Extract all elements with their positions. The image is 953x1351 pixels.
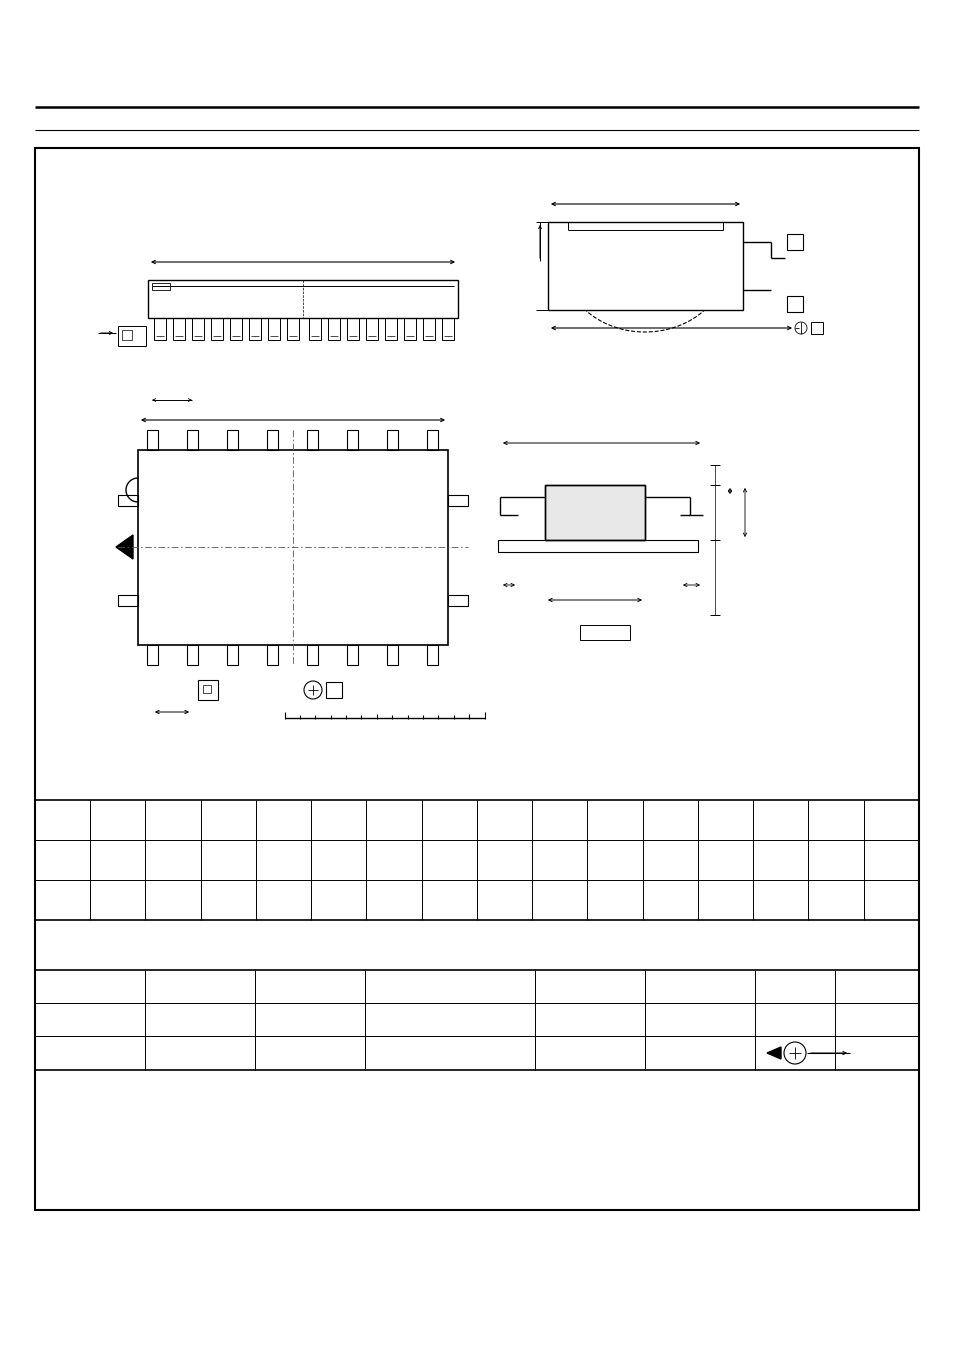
- Bar: [227, 644, 237, 665]
- Bar: [230, 317, 242, 340]
- Bar: [287, 317, 298, 340]
- Bar: [385, 317, 396, 340]
- Bar: [147, 430, 158, 450]
- Bar: [122, 330, 132, 340]
- Bar: [448, 494, 468, 507]
- Bar: [387, 430, 397, 450]
- Bar: [427, 430, 437, 450]
- Bar: [328, 317, 339, 340]
- Polygon shape: [116, 535, 132, 559]
- Bar: [307, 644, 317, 665]
- Bar: [497, 540, 698, 553]
- Bar: [347, 430, 357, 450]
- Bar: [192, 317, 204, 340]
- Bar: [153, 317, 166, 340]
- Bar: [786, 296, 802, 312]
- Bar: [786, 234, 802, 250]
- Bar: [403, 317, 416, 340]
- Bar: [187, 430, 198, 450]
- Bar: [422, 317, 435, 340]
- Bar: [118, 494, 138, 507]
- Bar: [810, 322, 822, 334]
- Bar: [347, 644, 357, 665]
- Bar: [187, 644, 198, 665]
- Bar: [35, 970, 918, 1070]
- Bar: [172, 317, 185, 340]
- Bar: [267, 430, 277, 450]
- Bar: [203, 685, 211, 693]
- Bar: [544, 485, 644, 540]
- Bar: [35, 149, 918, 1210]
- Bar: [387, 644, 397, 665]
- Bar: [267, 644, 277, 665]
- Bar: [152, 282, 170, 290]
- Bar: [227, 430, 237, 450]
- Bar: [198, 680, 218, 700]
- Bar: [249, 317, 261, 340]
- Bar: [347, 317, 358, 340]
- Bar: [268, 317, 280, 340]
- Bar: [441, 317, 454, 340]
- Bar: [448, 594, 468, 607]
- Bar: [544, 485, 644, 540]
- Bar: [138, 450, 448, 644]
- Bar: [427, 644, 437, 665]
- Bar: [118, 326, 146, 346]
- Bar: [366, 317, 377, 340]
- Bar: [326, 682, 341, 698]
- Bar: [579, 626, 629, 640]
- Bar: [307, 430, 317, 450]
- Bar: [147, 644, 158, 665]
- Bar: [547, 222, 742, 309]
- Polygon shape: [766, 1047, 781, 1059]
- Bar: [148, 280, 457, 317]
- Bar: [309, 317, 320, 340]
- Bar: [211, 317, 223, 340]
- Bar: [35, 800, 918, 920]
- Bar: [118, 594, 138, 607]
